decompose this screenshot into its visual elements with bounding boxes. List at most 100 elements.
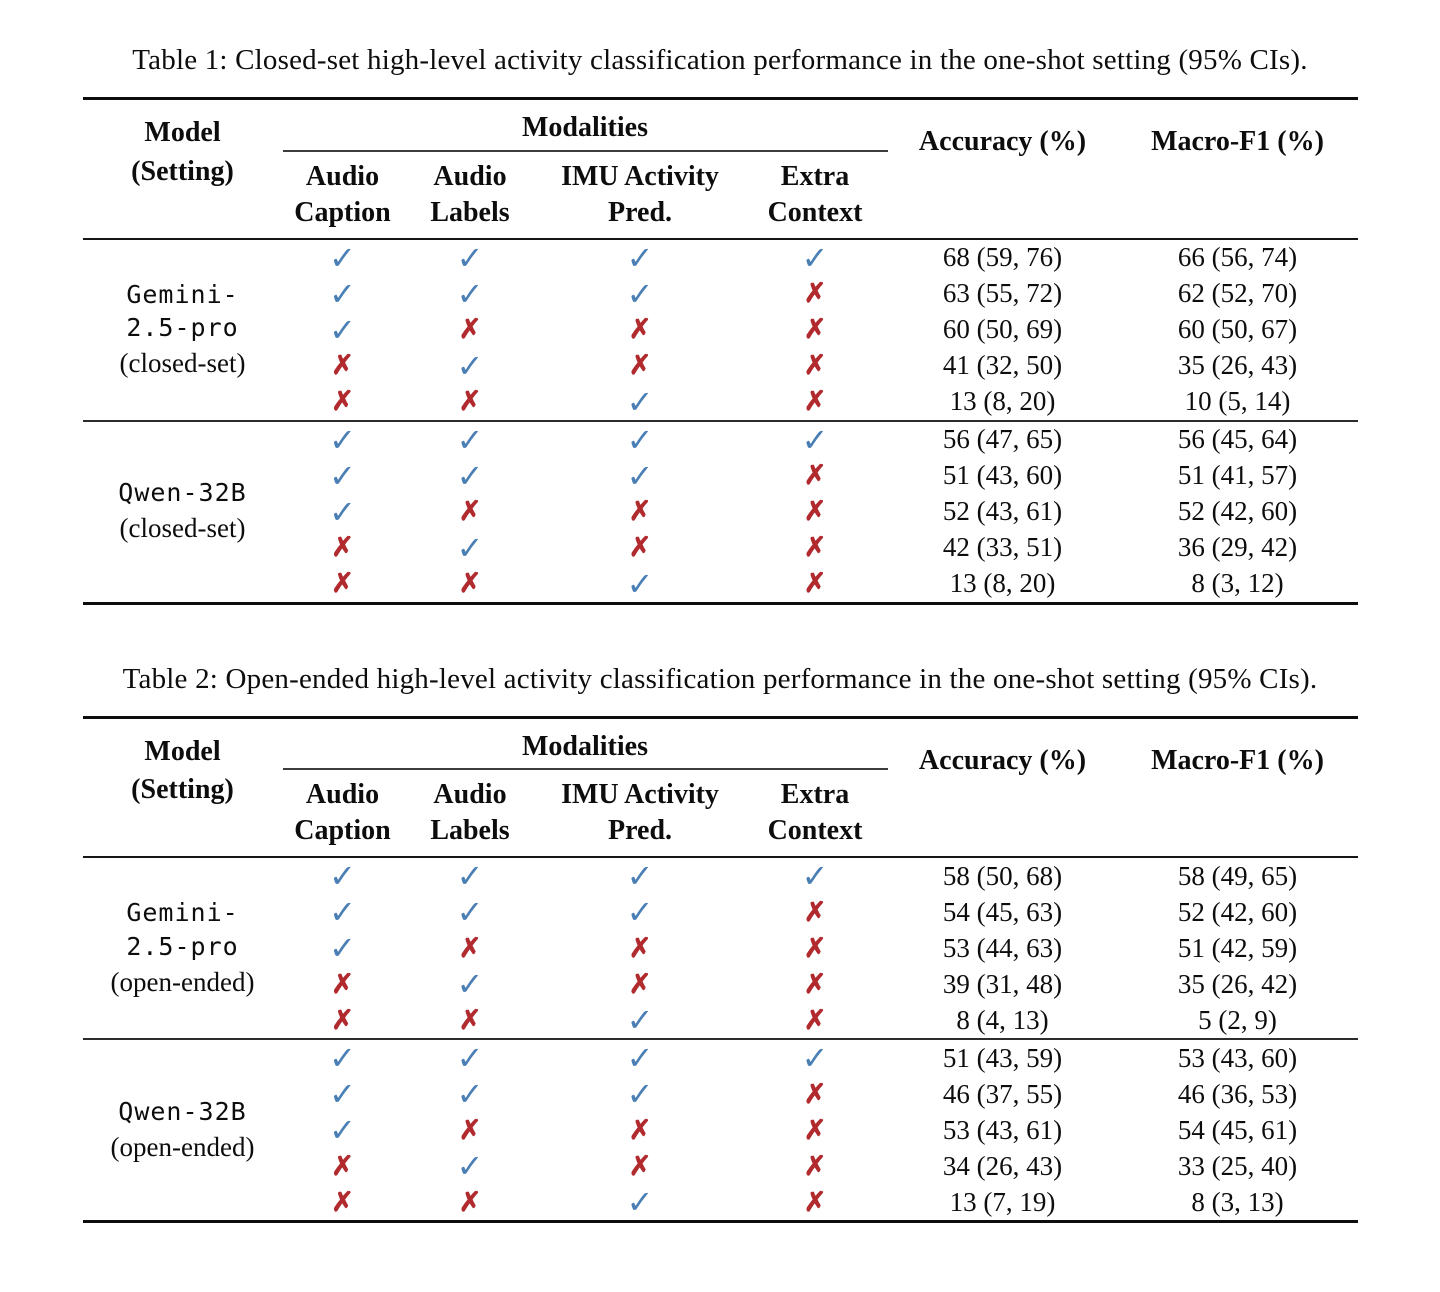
cross-icon: ✗ [458,496,482,526]
accuracy-header: Accuracy (%) [918,126,1087,157]
check-icon: ✓ [801,239,829,276]
check-icon: ✓ [626,275,654,312]
accuracy-value: 41 (32, 50) [942,350,1063,380]
audio-caption-header: Audio Caption [283,769,403,857]
macro-f1-value: 5 (2, 9) [1198,1004,1277,1035]
check-icon: ✓ [329,1112,356,1148]
accuracy-value: 13 (8, 20) [949,568,1056,598]
modalities-header: Modalities [282,98,888,152]
cross-icon: ✗ [458,1186,482,1217]
table2-header: Model (Setting) Modalities Accuracy (%) … [82,717,1358,857]
accuracy-value: 51 (43, 59) [887,1038,1118,1076]
setting-header-line: (Setting) [131,155,234,187]
model-setting-line: (open-ended) [110,966,255,997]
cross-icon: ✗ [458,314,482,344]
cross-icon: ✗ [458,932,482,963]
cross-icon: ✗ [331,386,354,416]
cross-icon: ✗ [803,896,827,927]
check-icon: ✓ [626,1002,654,1038]
table-row: Qwen-32B (closed-set) ✓ ✓ ✓ ✓ 56 (47, 65) 56 (4… [82,419,1358,603]
macro-f1-header: Macro-F1 (%) [1151,126,1324,157]
cross-icon: ✗ [803,968,827,999]
accuracy-value: 56 (47, 65) [887,419,1118,458]
check-icon: ✓ [456,239,484,276]
macro-f1-value: 52 (42, 60) [1177,496,1298,526]
imu-activity-header-line1: IMU Activity [561,779,719,811]
model-label: Gemini- 2.5-pro (open-ended) [83,857,283,1039]
macro-f1-value: 60 (50, 67) [1177,314,1298,344]
audio-labels-header-line2: Labels [430,815,510,846]
cross-icon: ✗ [628,496,652,526]
accuracy-value: 42 (33, 51) [942,532,1063,562]
check-icon: ✓ [456,347,484,384]
macro-f1-value: 56 (45, 64) [1117,419,1358,458]
extra-context-header-line1: Extra [780,779,850,811]
extra-context-header-line2: Context [767,196,863,228]
audio-caption-header: Audio Caption [283,151,403,239]
table2: Model (Setting) Modalities Accuracy (%) … [82,715,1358,1223]
macro-f1-value: 8 (3, 12) [1191,568,1284,598]
table-row: ✗ ✗ ✓ ✗ 13 (8, 20) 10 (5, 14) [83,384,1358,421]
accuracy-value: 68 (59, 76) [942,242,1063,272]
macro-f1-value: 10 (5, 14) [1184,386,1291,416]
check-icon: ✓ [626,457,654,494]
accuracy-value: 53 (43, 61) [942,1114,1063,1145]
table-row: Gemini- 2.5-pro (closed-set) ✓ ✓ ✓ ✓ 68 (59, 76… [83,239,1358,379]
cross-icon: ✗ [458,386,482,416]
macro-f1-value: 51 (42, 59) [1177,932,1298,963]
audio-labels-header: Audio Labels [403,769,538,857]
accuracy-header: Accuracy (%) [918,744,1087,776]
check-icon: ✓ [456,529,484,566]
model-name-line: 2.5-pro [126,931,239,961]
check-icon: ✓ [402,1038,538,1076]
accuracy-value: 46 (37, 55) [942,1078,1063,1109]
check-icon: ✓ [801,858,829,894]
accuracy-value: 13 (8, 20) [949,386,1056,416]
table1-caption: Table 1: Closed-set high-level activity … [132,44,1308,76]
check-icon: ✓ [456,457,484,494]
model-setting-header: Model (Setting) [83,99,283,239]
cross-icon: ✗ [803,1078,827,1109]
macro-f1-value: 33 (25, 40) [1177,1150,1298,1181]
macro-f1-value: 53 (43, 60) [1117,1038,1358,1076]
audio-labels-header-line1: Audio [433,779,507,811]
model-name-line: Qwen-32B [118,478,247,508]
table1: Model (Setting) Modalities Accuracy (%) … [82,97,1358,605]
macro-f1-value: 58 (49, 65) [1177,860,1298,891]
model-name-line: Gemini- [126,898,239,928]
check-icon: ✓ [402,419,538,458]
cross-icon: ✗ [803,1114,827,1145]
table1-header: Model (Setting) Modalities Accuracy (%) … [82,98,1358,239]
cross-icon: ✗ [628,314,652,344]
modalities-header: Modalities [282,717,888,770]
check-icon: ✓ [626,239,654,276]
table-row: ✓ ✓ ✓ ✗ 63 (55, 72) 62 (52, 70) [83,276,1358,312]
table-row: Qwen-32B (open-ended) ✓ ✓ ✓ ✓ 51 (43, 59) 53 (4… [82,1038,1358,1222]
cross-icon: ✗ [331,968,354,999]
cross-icon: ✗ [628,350,652,380]
audio-labels-header-line2: Labels [430,196,510,228]
cross-icon: ✗ [458,1004,482,1035]
check-icon: ✓ [456,1076,484,1112]
table-row: ✓ ✓ ✓ ✗ 46 (37, 55) 46 (36, 53) [83,1076,1358,1112]
cross-icon: ✗ [803,932,827,963]
audio-labels-header-line1: Audio [433,160,507,192]
macro-f1-value: 62 (52, 70) [1177,278,1298,308]
check-icon: ✓ [626,894,654,930]
model-label: Qwen-32B (open-ended) [82,1038,283,1222]
cross-icon: ✗ [458,568,482,598]
check-icon: ✓ [537,419,743,458]
check-icon: ✓ [282,419,403,458]
cross-icon: ✗ [803,568,827,598]
cross-icon: ✗ [803,1004,827,1035]
extra-context-header-line2: Context [767,815,863,846]
check-icon: ✓ [329,275,356,312]
check-icon: ✓ [626,565,654,602]
extra-context-header: Extra Context [743,769,888,857]
table-row: ✓ ✓ ✓ ✗ 51 (43, 60) 51 (41, 57) [83,458,1358,494]
check-icon: ✓ [329,858,356,894]
check-icon: ✓ [742,1038,888,1076]
accuracy-value: 8 (4, 13) [956,1004,1049,1035]
check-icon: ✓ [329,493,356,530]
cross-icon: ✗ [803,350,827,380]
